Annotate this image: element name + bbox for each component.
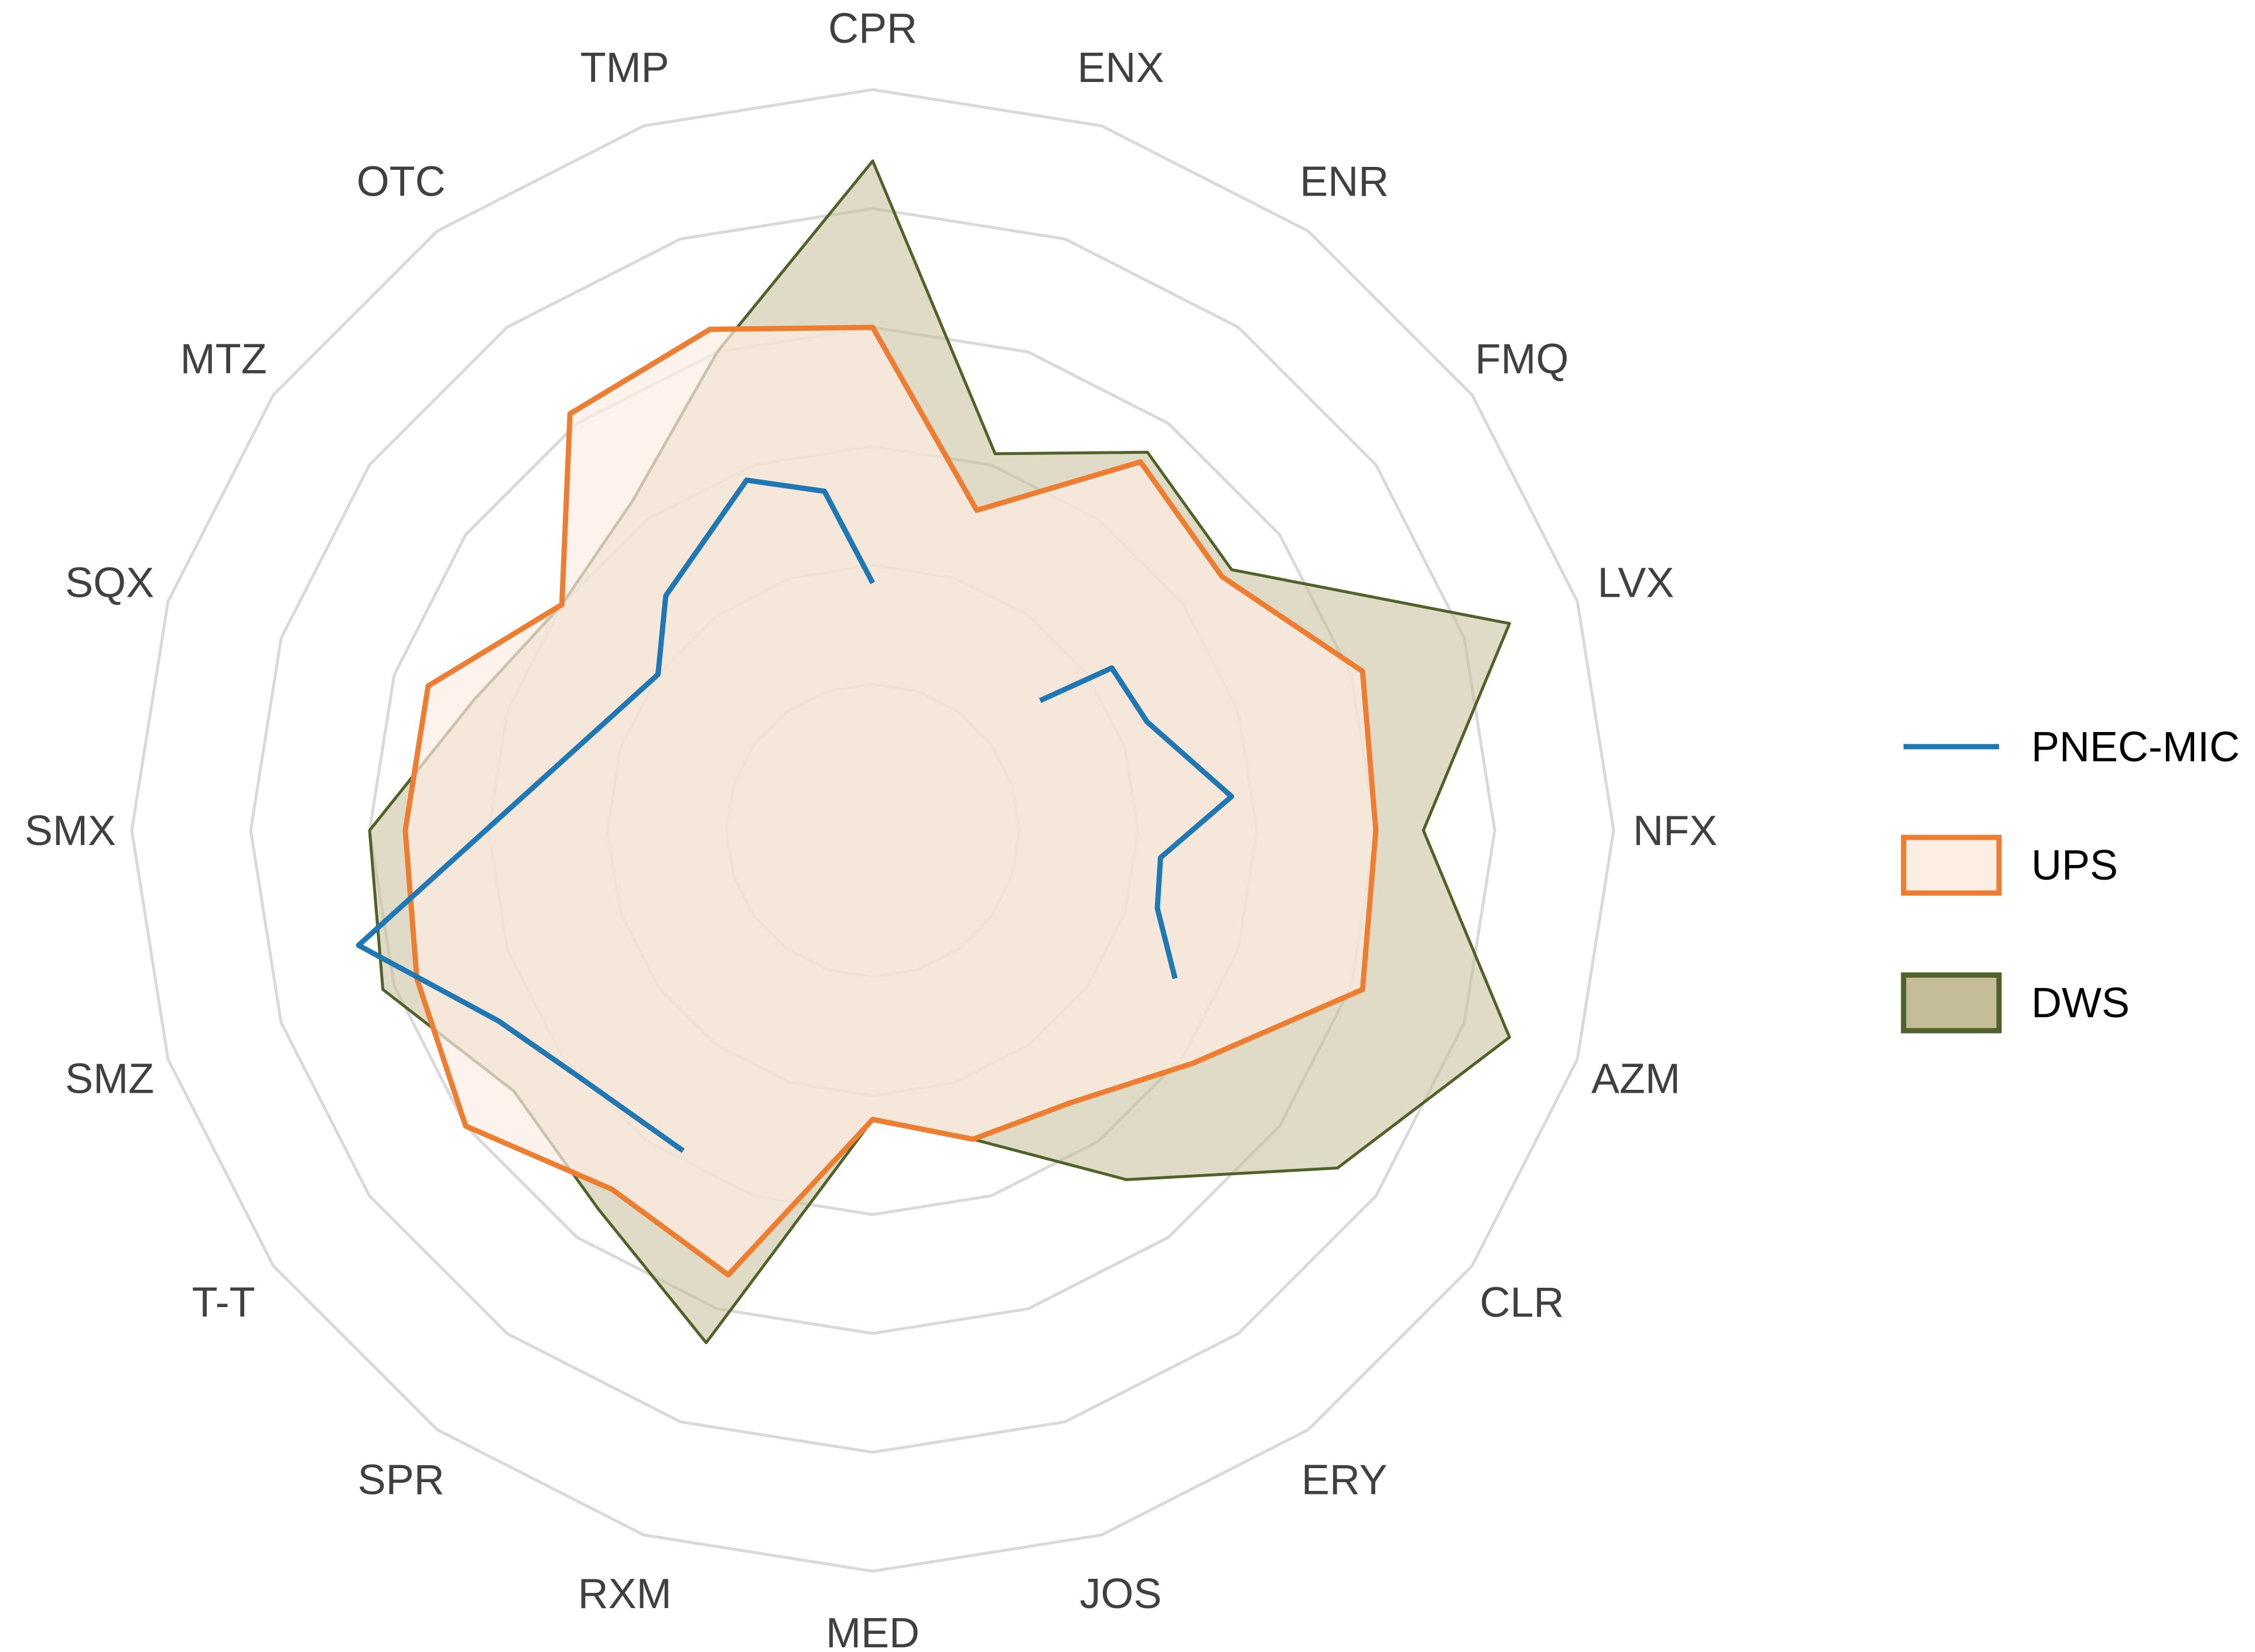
series-layer	[356, 159, 1511, 1345]
axis-label-rxm: RXM	[578, 1571, 672, 1617]
legend-ups-label: UPS	[2031, 842, 2118, 889]
axis-labels: CPR ENX ENR FMQ LVX NFX AZM CLR ERY JOS MED RXM SPR T…	[25, 5, 1717, 1652]
series-pnec-mic-line-2	[1038, 665, 1235, 980]
axis-label-ery: ERY	[1301, 1456, 1388, 1503]
legend: PNEC-MIC UPS DWS	[1901, 724, 2240, 1034]
axis-label-clr: CLR	[1480, 1279, 1564, 1326]
axis-label-otc: OTC	[357, 159, 446, 206]
axis-label-lvx: LVX	[1598, 560, 1675, 607]
series-ups-area	[402, 324, 1379, 1278]
axis-label-smz: SMZ	[65, 1055, 154, 1102]
axis-label-jos: JOS	[1079, 1571, 1161, 1617]
axis-label-mtz: MTZ	[180, 336, 267, 383]
grid-ring-4	[249, 207, 1496, 1454]
axis-label-spr: SPR	[358, 1456, 445, 1503]
axis-label-enx: ENX	[1077, 45, 1164, 91]
axis-label-azm: AZM	[1591, 1055, 1680, 1102]
legend-dws-label: DWS	[2031, 980, 2130, 1027]
axis-label-cpr: CPR	[828, 5, 917, 52]
legend-pnec-mic-label: PNEC-MIC	[2031, 724, 2240, 771]
grid-ring-3	[368, 326, 1378, 1335]
legend-ups-swatch	[1901, 834, 2002, 896]
grid-ring-5	[130, 88, 1615, 1573]
axis-label-fmq: FMQ	[1475, 336, 1569, 383]
axis-label-nfx: NFX	[1633, 808, 1717, 854]
axis-label-tmp: TMP	[580, 45, 669, 91]
series-pnec-mic-line-1	[356, 477, 875, 1153]
axis-label-sqx: SQX	[65, 560, 154, 607]
axis-label-t-t: T-T	[192, 1279, 255, 1326]
axis-label-smx: SMX	[25, 808, 116, 854]
legend-dws-swatch	[1901, 972, 2002, 1034]
axis-label-med: MED	[826, 1610, 920, 1652]
axis-label-enr: ENR	[1300, 159, 1389, 206]
